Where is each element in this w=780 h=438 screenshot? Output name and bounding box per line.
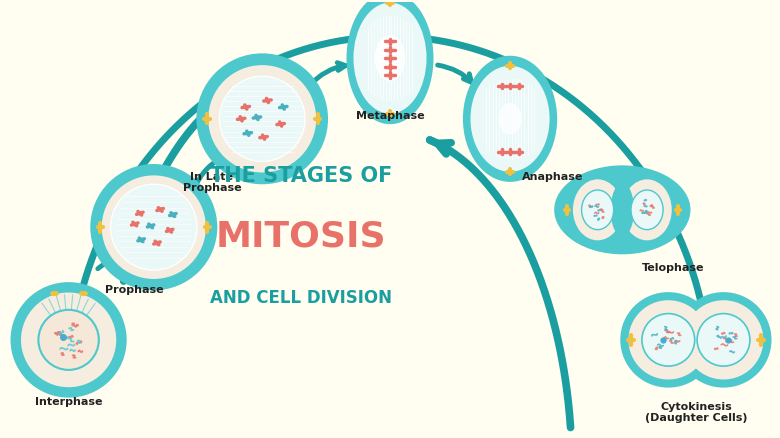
Ellipse shape [101,176,206,279]
Text: Telophase: Telophase [641,262,704,272]
Text: Anaphase: Anaphase [522,171,583,181]
Ellipse shape [675,293,771,388]
Ellipse shape [208,66,316,173]
Ellipse shape [620,293,716,388]
Ellipse shape [90,165,218,291]
Ellipse shape [697,314,750,366]
Text: In Late
Prophase: In Late Prophase [183,171,241,193]
Ellipse shape [582,191,614,230]
Ellipse shape [463,57,557,183]
Ellipse shape [197,54,328,185]
Text: Metaphase: Metaphase [356,111,424,121]
Ellipse shape [611,184,634,237]
Ellipse shape [683,300,764,380]
Text: Interphase: Interphase [35,396,102,406]
Ellipse shape [631,191,663,230]
Ellipse shape [10,283,126,398]
Ellipse shape [498,104,522,135]
Text: Prophase: Prophase [105,284,164,294]
Text: Cytokinesis
(Daughter Cells): Cytokinesis (Daughter Cells) [644,401,747,422]
Ellipse shape [622,180,672,241]
Ellipse shape [642,314,695,366]
Ellipse shape [470,67,550,173]
Ellipse shape [346,0,434,125]
Ellipse shape [573,180,622,241]
Ellipse shape [629,300,708,380]
Ellipse shape [38,310,99,370]
Ellipse shape [111,185,197,271]
Text: MITOSIS: MITOSIS [215,219,386,253]
Text: AND CELL DIVISION: AND CELL DIVISION [210,288,392,306]
Ellipse shape [21,293,116,387]
Ellipse shape [353,4,427,114]
Text: THE STAGES OF: THE STAGES OF [210,166,392,186]
Ellipse shape [219,77,305,162]
Ellipse shape [554,166,690,255]
Ellipse shape [374,36,406,82]
